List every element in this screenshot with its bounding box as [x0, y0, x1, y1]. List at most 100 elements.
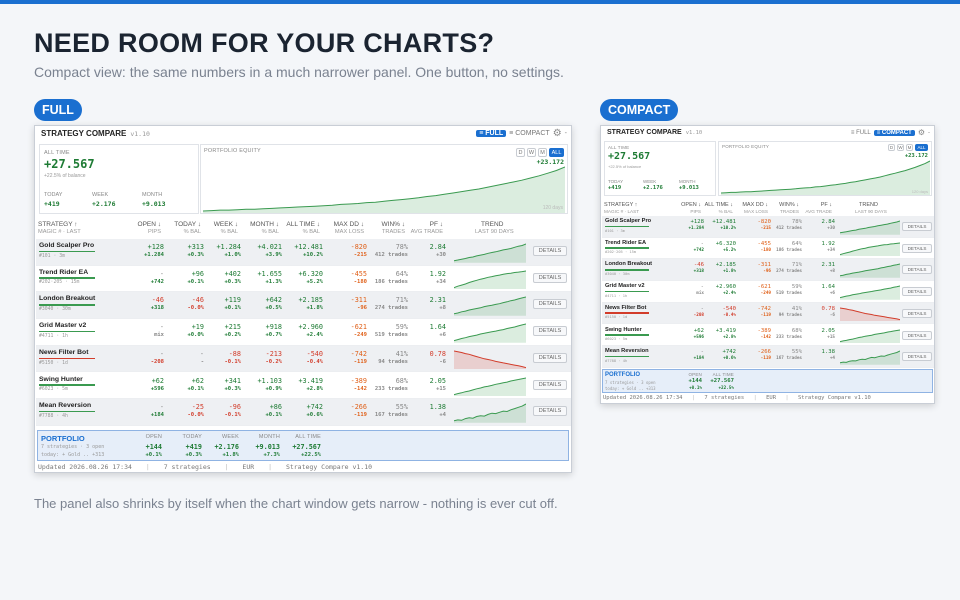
compact-cell-dd_s: -215	[760, 226, 771, 231]
table-row[interactable]: Trend Rider EA #202·205 · 15m - +742 +96 +0.1…	[36, 266, 571, 293]
compact-cell-win: 41%	[791, 305, 802, 312]
header-8[interactable]: PF ↓	[429, 221, 443, 228]
compact-details-button[interactable]: DETAILS	[902, 287, 932, 297]
portfolio-today-label: TODAY	[182, 434, 202, 440]
header-4[interactable]: MONTH ↓	[250, 221, 279, 228]
cell-avg: +6	[439, 332, 446, 339]
compact-table-row[interactable]: Mean Reversion #7788 · 4h - +184 +742 +0.6% -2…	[602, 346, 934, 368]
compact-range-button-w[interactable]: W	[897, 144, 904, 151]
table-row[interactable]: News Filter Bot #5150 · 1d - -208- - -88 -0.1%…	[36, 345, 571, 373]
table-row[interactable]: Grid Master v2 #4711 · 1h - mix +19 +0.0% +215…	[36, 319, 571, 346]
details-button[interactable]: DETAILS	[533, 352, 567, 363]
compact-cell-all_s: +2.8%	[723, 334, 736, 340]
compact-details-button[interactable]: DETAILS	[902, 265, 932, 275]
compact-table-row[interactable]: Swing Hunter #6023 · 5m +62 +596 +3.419 +2.8%…	[602, 325, 934, 347]
cell-open: -46	[151, 296, 164, 305]
table-row[interactable]: Swing Hunter #6023 · 5m +62 +596 +62 +0.1% +34…	[36, 373, 571, 400]
compact-details-button[interactable]: DETAILS	[902, 308, 932, 318]
cell-all: +2.960	[298, 323, 323, 332]
cell-win: 59%	[395, 323, 408, 332]
compact-range-button-d[interactable]: D	[888, 144, 895, 151]
compact-header-6[interactable]: TREND	[859, 202, 878, 208]
compact-subheader-6: LAST 90 DAYS	[855, 208, 887, 214]
portfolio-all-pct: +22.5%	[301, 452, 321, 458]
compact-header-2[interactable]: ALL TIME ↓	[704, 202, 733, 208]
range-button-m[interactable]: M	[538, 148, 547, 157]
compact-table-row[interactable]: News Filter Bot #5150 · 1d - -208 -540 -0.4% -…	[602, 302, 934, 325]
portfolio-row: PORTFOLIO 7 strategies · 3 open today: +…	[37, 430, 569, 461]
table-row[interactable]: London Breakout #3040 · 30m -46 +318 -46 -0.0…	[36, 292, 571, 320]
status-count: 7 strategies	[163, 463, 211, 471]
summary-card: ALL TIME +27.567 +22.5% of balance TODAY…	[39, 144, 199, 214]
cell-all: +3.419	[298, 376, 323, 385]
details-button[interactable]: DETAILS	[533, 246, 567, 256]
compact-header-3[interactable]: MAX DD ↓	[742, 202, 768, 208]
compact-header-4[interactable]: WIN% ↓	[779, 202, 799, 208]
portfolio-open-label: OPEN	[145, 434, 162, 440]
details-button[interactable]: DETAILS	[533, 272, 567, 283]
compact-gear-icon[interactable]: ⚙	[917, 128, 925, 137]
cell-all: +6.320	[298, 269, 323, 278]
header-1[interactable]: OPEN ↓	[137, 221, 161, 228]
compact-table-row[interactable]: London Breakout #3040 · 30m -46 +318 +2.185 +…	[602, 259, 934, 282]
trend-sparkline	[454, 270, 526, 290]
cell-all_s: +2.8%	[306, 385, 323, 392]
compact-table-row[interactable]: Grid Master v2 #4711 · 1h - mix +2.960 +2.4% -…	[602, 281, 934, 303]
compact-header-5[interactable]: PF ↓	[820, 202, 832, 208]
compact-strategy-meta: #3040 · 30m	[605, 272, 630, 277]
compact-trend-line	[840, 263, 900, 277]
compact-details-button[interactable]: DETAILS	[902, 222, 932, 231]
cell-month_s: +0.5%	[265, 305, 282, 312]
header-3[interactable]: WEEK ↓	[213, 221, 238, 228]
toggle-compact-button[interactable]: ≡ COMPACT	[509, 130, 550, 137]
details-button[interactable]: DETAILS	[533, 379, 567, 390]
compact-trend-area	[840, 221, 900, 235]
compact-header-0[interactable]: STRATEGY ↑	[604, 202, 638, 208]
portfolio-month-label: MONTH	[258, 434, 280, 440]
minimize-icon[interactable]: -	[564, 130, 567, 137]
table-row[interactable]: Mean Reversion #7788 · 4h - +184 -25 -0.0% -96…	[36, 399, 571, 426]
range-button-d[interactable]: D	[516, 148, 525, 157]
compact-table-row[interactable]: Gold Scalper Pro #101 · 3m +128 +1.284 +12.4…	[602, 216, 934, 238]
gear-icon[interactable]: ⚙	[552, 128, 562, 139]
compact-cell-dd: -311	[757, 262, 771, 269]
cell-dd: -742	[350, 349, 367, 358]
range-button-all[interactable]: ALL	[549, 148, 564, 157]
compact-toggle-compact-button[interactable]: ≡ COMPACT	[873, 129, 915, 136]
cell-avg: -6	[439, 358, 446, 365]
compact-details-button[interactable]: DETAILS	[902, 352, 932, 362]
compact-range-button-all[interactable]: ALL	[915, 144, 928, 151]
header-6[interactable]: MAX DD ↓	[333, 221, 364, 228]
compact-titlebar: STRATEGY COMPARE v1.10	[601, 126, 934, 139]
compact-cell-all_s: +0.6%	[723, 356, 736, 362]
header-2[interactable]: TODAY ↓	[174, 221, 201, 228]
compact-cell-open: -	[700, 305, 704, 312]
compact-range-button-m[interactable]: M	[906, 144, 913, 151]
equity-line	[203, 166, 565, 212]
compact-trend-line	[840, 220, 900, 234]
compact-minimize-icon[interactable]: -	[928, 129, 930, 136]
compact-panel-title: STRATEGY COMPARE	[607, 129, 682, 136]
compact-details-button[interactable]: DETAILS	[902, 330, 932, 340]
details-button[interactable]: DETAILS	[533, 406, 567, 417]
compact-header-1[interactable]: OPEN ↓	[681, 202, 701, 208]
portfolio-month-value: +9.013	[255, 443, 280, 451]
equity-card: PORTFOLIO EQUITY D W M ALL +23.172 120 days	[200, 144, 568, 214]
cell-today: +62	[191, 376, 204, 385]
header-0[interactable]: STRATEGY ↑	[38, 221, 78, 228]
cell-month: +1.655	[257, 269, 282, 278]
range-button-w[interactable]: W	[527, 148, 536, 157]
compact-table-row[interactable]: Trend Rider EA #202·205 · 15m - +742 +6.320 +…	[602, 238, 934, 260]
toggle-full-button[interactable]: ≡ FULL	[476, 130, 507, 137]
details-button[interactable]: DETAILS	[533, 299, 567, 310]
table-row[interactable]: Gold Scalper Pro #101 · 3m +128 +1.284 +313 +…	[36, 239, 571, 266]
compact-details-button[interactable]: DETAILS	[902, 243, 932, 253]
header-9[interactable]: TREND	[481, 221, 504, 228]
compact-cell-pf: 0.78	[821, 305, 835, 312]
header-5[interactable]: ALL TIME ↓	[286, 221, 320, 228]
cell-dd_s: -249	[353, 332, 367, 339]
details-button[interactable]: DETAILS	[533, 326, 567, 337]
header-7[interactable]: WIN% ↓	[381, 221, 405, 228]
compact-toggle-full-button[interactable]: ≡ FULL	[850, 129, 871, 136]
trend-sparkline	[454, 323, 526, 343]
